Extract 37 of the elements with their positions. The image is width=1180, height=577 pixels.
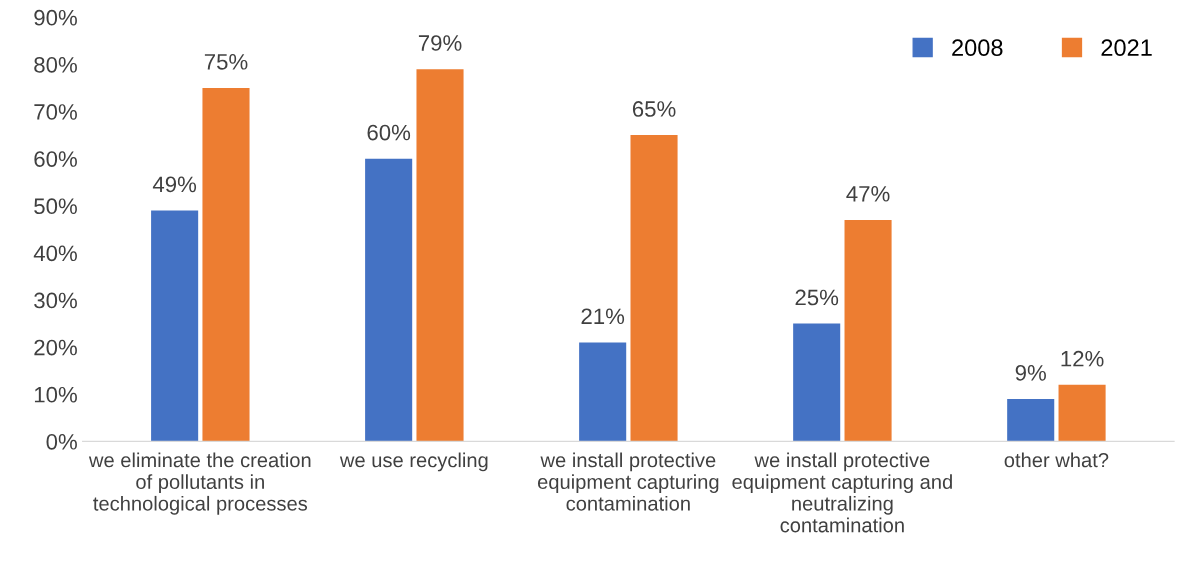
bar bbox=[579, 342, 627, 442]
bar bbox=[151, 210, 199, 442]
y-tick-label: 40% bbox=[33, 245, 77, 262]
data-label: 65% bbox=[632, 101, 676, 117]
y-tick-label: 30% bbox=[34, 292, 77, 309]
y-tick-label: 90% bbox=[34, 9, 77, 26]
bar bbox=[202, 87, 250, 442]
x-tick-label: we install protective equipment capturing and neutralizing contamination bbox=[732, 452, 952, 533]
bar bbox=[1058, 384, 1106, 442]
data-label: 21% bbox=[581, 308, 625, 325]
y-tick-label: 10% bbox=[34, 386, 77, 403]
y-tick-label: 20% bbox=[34, 339, 77, 356]
y-tick-label: 60% bbox=[34, 151, 77, 167]
bar bbox=[630, 135, 678, 442]
x-tick-label: other what? bbox=[1004, 452, 1109, 468]
y-tick-label: 70% bbox=[34, 104, 77, 120]
data-label: 47% bbox=[846, 186, 890, 202]
data-label: 79% bbox=[418, 35, 462, 51]
y-tick-label: 0% bbox=[46, 433, 77, 450]
data-label: 9% bbox=[1015, 364, 1046, 381]
data-label: 25% bbox=[795, 289, 839, 306]
bar bbox=[416, 69, 464, 442]
legend-label: 2021 bbox=[1101, 39, 1152, 57]
data-label: 12% bbox=[1061, 350, 1104, 367]
bar bbox=[1007, 399, 1055, 442]
data-label: 60% bbox=[367, 124, 411, 141]
y-tick-label: 50% bbox=[34, 198, 77, 215]
y-tick-label: 80% bbox=[34, 56, 77, 73]
data-label: 49% bbox=[152, 176, 197, 193]
data-label: 75% bbox=[204, 54, 248, 70]
x-tick-label: we use recycling bbox=[339, 452, 488, 472]
bar bbox=[844, 219, 892, 442]
legend-label: 2008 bbox=[952, 39, 1003, 57]
x-tick-label: we eliminate the creation of pollutants in technological processes bbox=[88, 452, 311, 515]
bar bbox=[365, 158, 413, 442]
x-tick-label: we install protective equipment capturing contamination bbox=[537, 452, 719, 511]
bar bbox=[793, 323, 841, 442]
